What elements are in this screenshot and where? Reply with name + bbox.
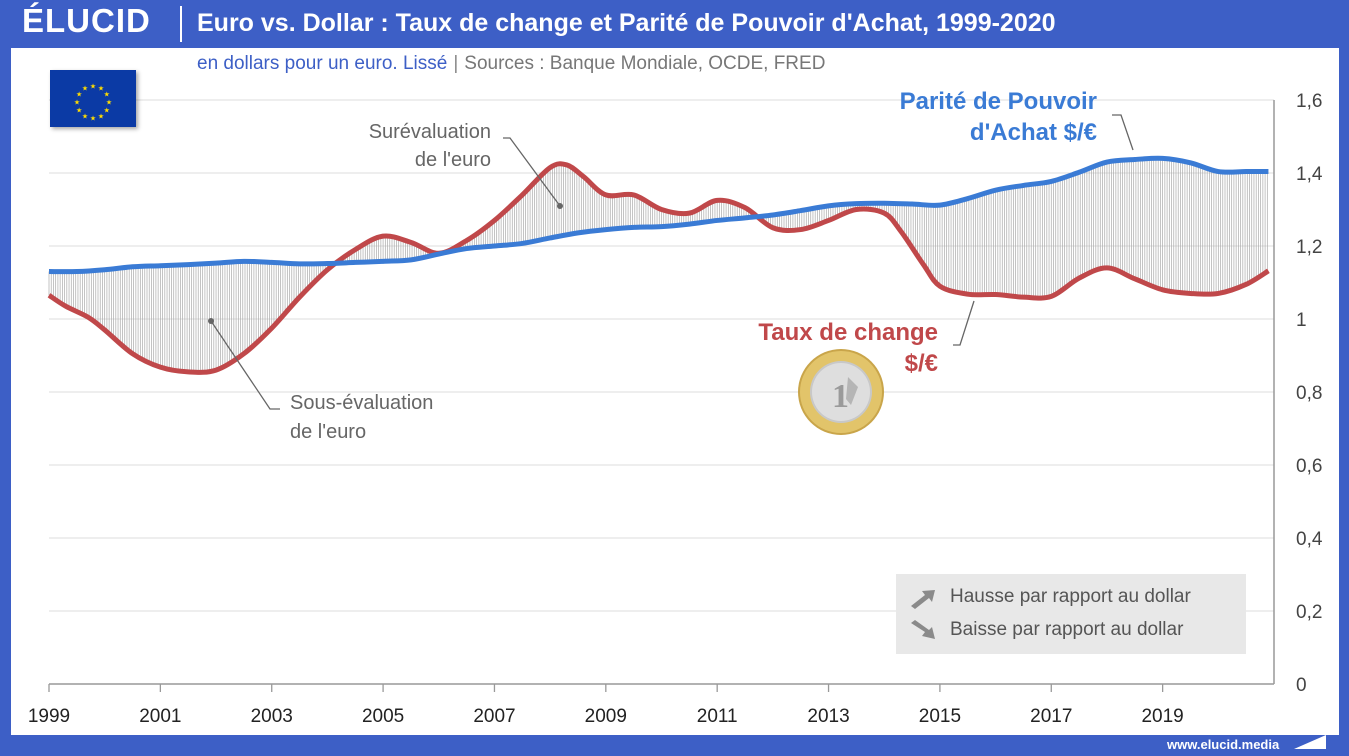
x-tick-label: 2003	[251, 706, 293, 727]
svg-text:★: ★	[98, 85, 104, 93]
series-line-exchange-rate	[47, 161, 1270, 375]
x-tick-label: 2005	[362, 706, 404, 727]
undervaluation-dot	[208, 318, 214, 324]
legend-row-up: Hausse par rapport au dollar	[896, 583, 1246, 613]
arrow-down-right-icon	[911, 620, 935, 639]
ppa-label-line2: d'Achat $/€	[970, 119, 1097, 146]
arrow-up-right-icon	[911, 590, 935, 609]
svg-text:★: ★	[98, 112, 104, 120]
overvaluation-leader-line	[503, 137, 561, 207]
logo-divider	[180, 6, 182, 42]
svg-text:★: ★	[104, 107, 110, 115]
subtitle-sources: Sources : Banque Mondiale, OCDE, FRED	[464, 53, 826, 74]
y-tick-label: 1	[1296, 310, 1307, 331]
x-tick-label: 2011	[697, 706, 738, 727]
x-tick-label: 2001	[139, 706, 181, 727]
undervaluation-label-line1: Sous-évaluation	[290, 392, 433, 414]
overvaluation-dot	[557, 203, 563, 209]
axes	[48, 100, 1275, 692]
x-tick-label: 2007	[473, 706, 515, 727]
y-tick-label: 0	[1296, 675, 1307, 696]
ppa-label-line1: Parité de Pouvoir	[900, 88, 1097, 115]
fx-leader-line	[953, 300, 975, 346]
x-tick-label: 2019	[1141, 706, 1183, 727]
elucid-mark-icon	[1294, 735, 1326, 749]
legend-box: Hausse par rapport au dollar Baisse par …	[896, 574, 1246, 654]
legend-up-label: Hausse par rapport au dollar	[950, 586, 1191, 607]
series-line-ppa	[48, 155, 1269, 275]
y-tick-label: 1,6	[1296, 91, 1322, 112]
overvaluation-label-line1: Surévaluation	[369, 121, 491, 143]
y-tick-label: 1,2	[1296, 237, 1322, 258]
svg-text:★: ★	[104, 91, 110, 99]
x-tick-label: 2017	[1030, 706, 1072, 727]
subtitle-unit: en dollars pour un euro. Lissé	[197, 53, 448, 74]
footer-url[interactable]: www.elucid.media	[1167, 737, 1280, 752]
x-tick-label: 2009	[585, 706, 627, 727]
gap-hatching	[48, 158, 1268, 372]
legend-down-label: Baisse par rapport au dollar	[950, 619, 1184, 640]
x-tick-label: 2015	[919, 706, 961, 727]
svg-text:★: ★	[90, 83, 96, 91]
tick-labels: 0 0,2 0,4 0,6 0,8 1 1,2 1,4 1,6 1999 2001 2003 2005 2…	[28, 91, 1323, 727]
undervaluation-label-line2: de l'euro	[290, 421, 366, 443]
undervaluation-leader-line	[210, 320, 280, 410]
header-bar: ÉLUCID Euro vs. Dollar : Taux de change …	[0, 0, 1349, 48]
svg-text:★: ★	[90, 115, 96, 123]
svg-text:★: ★	[82, 112, 88, 120]
y-tick-label: 0,8	[1296, 383, 1322, 404]
svg-text:1: 1	[832, 378, 849, 415]
svg-text:★: ★	[106, 99, 112, 107]
svg-text:★: ★	[74, 99, 80, 107]
y-tick-label: 1,4	[1296, 164, 1323, 185]
chart-title: Euro vs. Dollar : Taux de change et Pari…	[197, 9, 1056, 37]
elucid-logo: ÉLUCID	[22, 2, 151, 39]
subtitle-separator: |	[453, 53, 459, 74]
svg-text:★: ★	[82, 85, 88, 93]
chart-subtitle: en dollars pour un euro. Lissé | Sources :…	[197, 53, 825, 75]
grid-lines	[49, 99, 1274, 612]
series-lines	[47, 155, 1270, 375]
eu-flag-icon: ★ ★ ★ ★ ★ ★ ★ ★ ★ ★ ★ ★	[50, 70, 136, 127]
x-tick-label: 1999	[28, 706, 70, 727]
y-tick-label: 0,2	[1296, 602, 1322, 623]
y-tick-label: 0,4	[1296, 529, 1323, 550]
y-tick-label: 0,6	[1296, 456, 1322, 477]
svg-text:★: ★	[76, 91, 82, 99]
fx-label-line2: $/€	[905, 350, 938, 377]
legend-row-down: Baisse par rapport au dollar	[896, 616, 1246, 646]
svg-text:★: ★	[76, 107, 82, 115]
ppa-leader-line	[1112, 114, 1134, 151]
fx-label-line1: Taux de change	[758, 319, 938, 346]
euro-coin-icon: 1	[796, 347, 886, 437]
x-tick-label: 2013	[807, 706, 849, 727]
overvaluation-label-line2: de l'euro	[415, 149, 491, 171]
